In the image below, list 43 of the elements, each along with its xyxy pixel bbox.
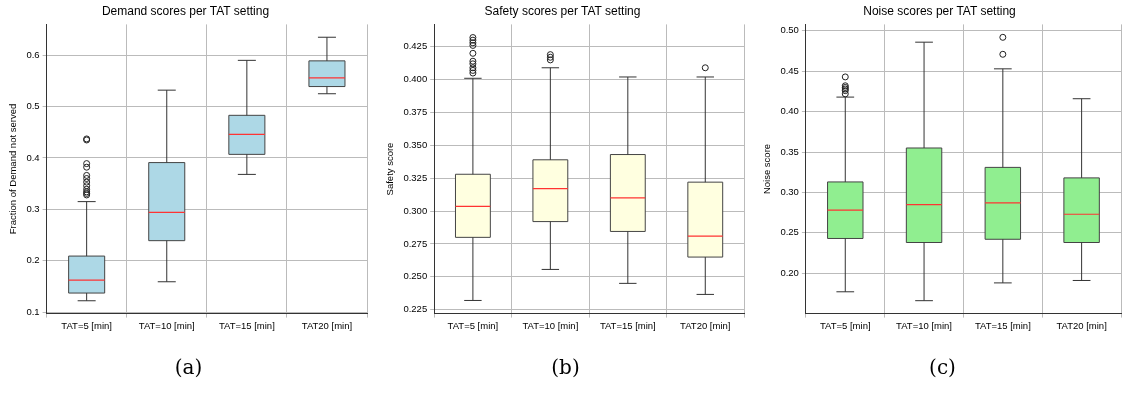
- y-tick-label: 0.40: [780, 105, 799, 117]
- chart-title: Demand scores per TAT setting: [101, 3, 270, 18]
- y-axis-title: Safety score: [384, 142, 396, 196]
- y-tick-label: 0.1: [26, 305, 40, 317]
- text: (a): [173, 355, 204, 379]
- y-axis-title: Noise score: [761, 143, 773, 195]
- y-tick-label: 0.325: [403, 171, 428, 183]
- y-tick-label: 0.400: [403, 73, 428, 85]
- y-tick-label: 0.2: [26, 254, 40, 266]
- x-tick-label: TAT20 [min]: [301, 319, 353, 331]
- chart-title: Safety scores per TAT setting: [484, 3, 641, 18]
- y-tick-label: 0.45: [780, 64, 799, 76]
- y-tick-label: 0.275: [403, 237, 428, 249]
- x-tick-label: TAT=15 [min]: [974, 319, 1031, 331]
- x-tick-label: TAT=5 [min]: [819, 319, 871, 331]
- x-tick-label: TAT20 [min]: [680, 319, 731, 331]
- y-tick-label: 0.4: [26, 151, 40, 163]
- y-tick-label: 0.20: [780, 266, 799, 278]
- x-tick-label: TAT20 [min]: [1056, 319, 1107, 331]
- text: (c): [928, 355, 957, 379]
- y-tick-label: 0.425: [403, 40, 428, 52]
- x-tick-label: TAT=5 [min]: [447, 319, 499, 331]
- y-tick-label: 0.250: [403, 270, 428, 282]
- x-tick-label: TAT=5 [min]: [61, 319, 112, 331]
- x-tick-label: TAT=15 [min]: [218, 319, 275, 331]
- x-tick-label: TAT=10 [min]: [522, 319, 579, 331]
- y-tick-label: 0.25: [780, 226, 799, 238]
- chart-title: Noise scores per TAT setting: [863, 3, 1016, 18]
- y-axis-title: Fraction of Demand not served: [7, 103, 19, 235]
- y-tick-label: 0.375: [403, 106, 428, 118]
- y-tick-label: 0.6: [26, 48, 40, 60]
- y-tick-label: 0.35: [780, 145, 799, 157]
- text: (b): [550, 355, 581, 379]
- y-tick-label: 0.5: [26, 100, 40, 112]
- y-tick-label: 0.300: [403, 204, 428, 216]
- x-tick-label: TAT=15 [min]: [599, 319, 656, 331]
- x-tick-label: TAT=10 [min]: [896, 319, 952, 331]
- y-tick-label: 0.3: [26, 202, 40, 214]
- y-tick-label: 0.350: [403, 138, 428, 150]
- y-tick-label: 0.225: [403, 303, 428, 315]
- y-tick-label: 0.50: [780, 24, 799, 36]
- x-tick-label: TAT=10 [min]: [138, 319, 195, 331]
- y-tick-label: 0.30: [780, 186, 799, 198]
